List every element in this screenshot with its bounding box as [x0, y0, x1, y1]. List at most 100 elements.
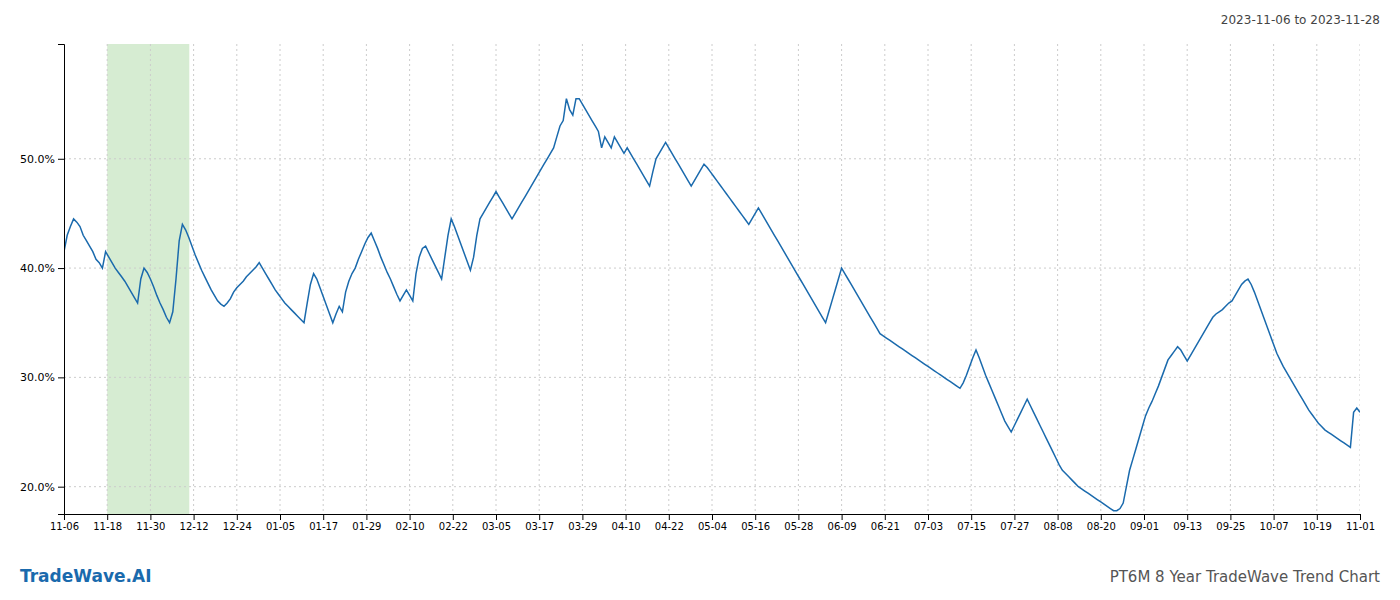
x-tick: 09-01	[1130, 514, 1159, 532]
x-tick: 11-06	[50, 514, 79, 532]
title: PT6M 8 Year TradeWave Trend Chart	[1110, 568, 1380, 586]
x-tick-mark	[712, 514, 713, 520]
y-tick: 30.0%	[20, 371, 64, 384]
x-tick: 01-05	[266, 514, 295, 532]
x-tick-label: 01-29	[352, 521, 381, 532]
x-tick-mark	[1058, 514, 1059, 520]
x-tick-label: 07-03	[914, 521, 943, 532]
x-tick-mark	[453, 514, 454, 520]
x-tick-mark	[669, 514, 670, 520]
x-tick-mark	[971, 514, 972, 520]
grid-line	[928, 44, 929, 514]
grid-line	[236, 44, 237, 514]
x-tick: 04-22	[655, 514, 684, 532]
x-tick: 03-29	[568, 514, 597, 532]
subtitle: 2023-11-06 to 2023-11-28	[1221, 13, 1380, 27]
x-tick-label: 03-29	[568, 521, 597, 532]
x-tick-mark	[1274, 514, 1275, 520]
grid-line	[1273, 44, 1274, 514]
x-tick: 10-07	[1260, 514, 1289, 532]
grid-line	[452, 44, 453, 514]
x-tick: 08-20	[1087, 514, 1116, 532]
x-tick-label: 08-20	[1087, 521, 1116, 532]
x-tick-mark	[194, 514, 195, 520]
x-tick: 01-17	[309, 514, 338, 532]
grid-line	[409, 44, 410, 514]
y-tick-mark	[58, 377, 64, 378]
x-tick-label: 05-28	[784, 521, 813, 532]
x-tick-label: 09-13	[1173, 521, 1202, 532]
x-tick-mark	[1144, 514, 1145, 520]
x-tick-label: 11-18	[93, 521, 122, 532]
x-tick-mark	[366, 514, 367, 520]
x-tick-mark	[626, 514, 627, 520]
x-tick-label: 04-10	[612, 521, 641, 532]
y-tick-mark	[58, 487, 64, 488]
x-tick-mark	[885, 514, 886, 520]
x-tick: 12-24	[223, 514, 252, 532]
grid-line	[539, 44, 540, 514]
x-tick: 11-30	[136, 514, 165, 532]
x-tick-label: 02-22	[439, 521, 468, 532]
x-tick-label: 11-06	[50, 521, 79, 532]
x-tick-mark	[798, 514, 799, 520]
x-tick-mark	[150, 514, 151, 520]
x-tick-mark	[582, 514, 583, 520]
x-tick-label: 11-01	[1346, 521, 1375, 532]
annotation: TradeWave.AI	[20, 566, 151, 586]
x-tick: 06-21	[871, 514, 900, 532]
grid-line	[64, 377, 1360, 378]
x-axis-line	[65, 515, 1361, 521]
grid-line	[798, 44, 799, 514]
x-tick-label: 08-08	[1044, 521, 1073, 532]
x-tick-label: 10-19	[1303, 521, 1332, 532]
x-tick: 12-12	[180, 514, 209, 532]
x-tick: 06-09	[828, 514, 857, 532]
x-tick: 05-16	[741, 514, 770, 532]
x-tick-label: 01-17	[309, 521, 338, 532]
y-tick-label: 30.0%	[20, 371, 55, 384]
y-tick-label: 20.0%	[20, 481, 55, 494]
x-tick-mark	[1360, 514, 1361, 520]
x-tick: 05-28	[784, 514, 813, 532]
x-tick-label: 11-30	[136, 521, 165, 532]
x-tick-label: 02-10	[396, 521, 425, 532]
x-tick-mark	[1101, 514, 1102, 520]
grid-line	[582, 44, 583, 514]
x-tick: 01-29	[352, 514, 381, 532]
x-tick: 07-15	[957, 514, 986, 532]
y-tick: 50.0%	[20, 153, 64, 166]
x-tick-label: 06-09	[828, 521, 857, 532]
grid-line	[64, 486, 1360, 487]
x-tick-label: 05-16	[741, 521, 770, 532]
grid-line	[1144, 44, 1145, 514]
grid-line	[884, 44, 885, 514]
highlight-band	[107, 44, 189, 514]
marks	[64, 44, 1360, 514]
grid-line	[1014, 44, 1015, 514]
x-tick-mark	[755, 514, 756, 520]
x-tick: 11-18	[93, 514, 122, 532]
y-axis-line	[58, 45, 65, 515]
grid-line	[1187, 44, 1188, 514]
x-tick-mark	[323, 514, 324, 520]
x-tick-label: 12-12	[180, 521, 209, 532]
y-axis: 20.0%30.0%40.0%50.0%	[20, 45, 64, 515]
y-tick: 20.0%	[20, 481, 64, 494]
x-tick-label: 03-17	[525, 521, 554, 532]
grid-line	[280, 44, 281, 514]
grid-line	[971, 44, 972, 514]
line	[64, 99, 1360, 511]
x-tick-mark	[1187, 514, 1188, 520]
x-tick-label: 03-05	[482, 521, 511, 532]
x-tick-mark	[1317, 514, 1318, 520]
grid-line	[712, 44, 713, 514]
grid	[64, 44, 1360, 514]
x-tick-mark	[1014, 514, 1015, 520]
x-tick-label: 07-15	[957, 521, 986, 532]
grid-line	[1360, 44, 1361, 514]
x-axis: 11-06 11-18 11-30 12-12 12-24 01-05 01-17 01-29…	[50, 514, 1375, 532]
plot: 11-06 11-18 11-30 12-12 12-24 01-05 01-17 01-29…	[20, 44, 1375, 532]
x-tick: 03-05	[482, 514, 511, 532]
x-tick-mark	[1230, 514, 1231, 520]
